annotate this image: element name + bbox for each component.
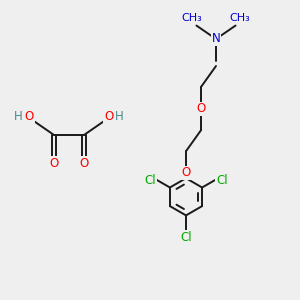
Text: O: O [104, 110, 113, 123]
Text: Cl: Cl [145, 173, 156, 187]
Text: O: O [25, 110, 34, 123]
Text: CH₃: CH₃ [230, 13, 250, 23]
Text: N: N [212, 32, 220, 46]
Text: O: O [196, 102, 206, 115]
Text: CH₃: CH₃ [182, 13, 203, 23]
Text: Cl: Cl [180, 230, 192, 244]
Text: H: H [14, 110, 23, 123]
Text: H: H [115, 110, 124, 123]
Text: Cl: Cl [216, 173, 227, 187]
Text: O: O [182, 166, 190, 179]
Text: O: O [80, 157, 88, 170]
Text: O: O [50, 157, 58, 170]
